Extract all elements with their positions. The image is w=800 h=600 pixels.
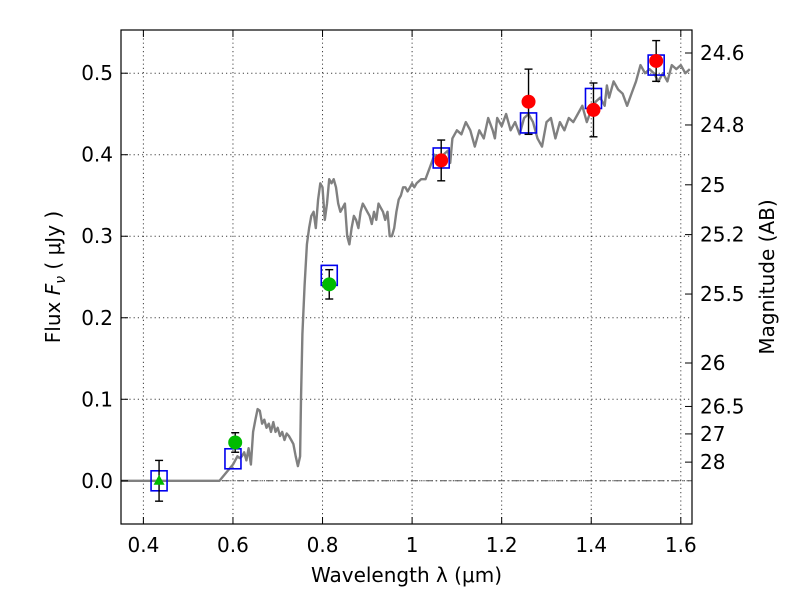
y-tick-label: 0.3 [81, 224, 113, 248]
observed-point [586, 102, 601, 117]
y2-tick-label: 25 [700, 173, 725, 197]
axis-ticks: 0.4 0.6 0.8 1 1.2 1.4 1.6 0.0 0.1 0.2 0.3 0.4 0.5 24.… [81, 30, 745, 557]
y2-tick-label: 24.8 [700, 113, 745, 137]
x-axis-label: Wavelength λ (μm) [311, 563, 502, 587]
x-tick-label: 1.2 [486, 533, 518, 557]
y-tick-label: 0.1 [81, 387, 113, 411]
y-tick-label: 0.5 [81, 61, 113, 85]
y2-tick-label: 27 [700, 422, 725, 446]
y-axis-label: Flux Fν ( μJy ) [41, 211, 69, 343]
x-tick-label: 1.4 [575, 533, 607, 557]
y2-tick-label: 25.2 [700, 223, 745, 247]
observed-point [228, 435, 243, 450]
x-tick-label: 0.6 [217, 533, 249, 557]
y2-tick-label: 24.6 [700, 41, 745, 65]
plot-frame [120, 29, 693, 525]
grid-lines [121, 30, 692, 524]
observed-point [434, 153, 449, 168]
x-tick-label: 0.8 [307, 533, 339, 557]
y2-tick-label: 25.5 [700, 282, 745, 306]
y2-axis-label: Magnitude (AB) [755, 199, 779, 354]
x-tick-label: 1.6 [665, 533, 697, 557]
x-tick-label: 1 [406, 533, 419, 557]
template-spectrum-line [121, 63, 691, 482]
observed-point-triangle [153, 474, 165, 485]
plot-clip-group [121, 39, 691, 502]
plot-area [121, 39, 691, 502]
y-tick-label: 0.4 [81, 143, 113, 167]
y2-tick-label: 26.5 [700, 394, 745, 418]
y2-tick-label: 28 [700, 450, 725, 474]
x-tick-label: 0.4 [127, 533, 159, 557]
observed-point [322, 277, 337, 292]
y-tick-label: 0.0 [81, 469, 113, 493]
y-tick-label: 0.2 [81, 306, 113, 330]
observed-point [649, 53, 664, 68]
y2-tick-label: 26 [700, 351, 725, 375]
observed-point [521, 94, 536, 109]
